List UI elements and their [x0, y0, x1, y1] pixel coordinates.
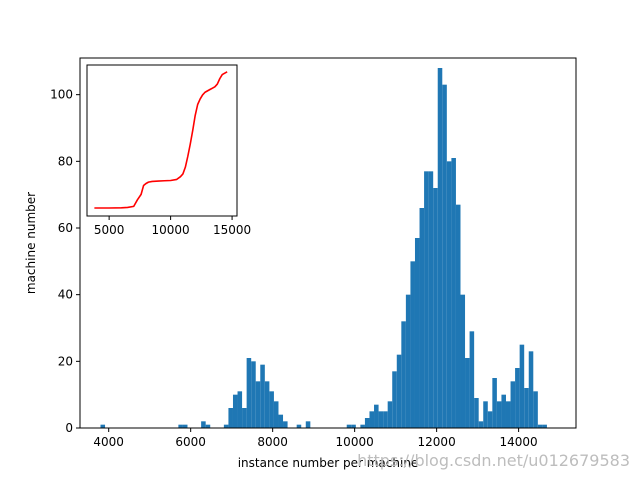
main-x-ticks: 4000 6000 8000 10000 12000 14000 [93, 428, 538, 449]
inset-x-tick-label: 15000 [213, 223, 251, 237]
histogram-bar [182, 424, 188, 428]
inset-cdf-chart: 5000 10000 15000 [86, 64, 251, 237]
histogram-bar [487, 411, 493, 428]
histogram-bar [201, 421, 206, 428]
histogram-bar [273, 401, 279, 428]
histogram-bar [428, 171, 434, 428]
histogram-bar [364, 418, 370, 428]
histogram-bar [346, 424, 352, 428]
x-tick-label: 4000 [93, 435, 124, 449]
histogram-bar [537, 424, 543, 428]
watermark: https://blog.csdn.net/u012679583 [357, 451, 630, 470]
histogram-bar [533, 391, 538, 428]
histogram-bar [424, 171, 429, 428]
histogram-bar [387, 401, 393, 428]
histogram-bar [228, 408, 233, 428]
histogram-bar [264, 381, 270, 428]
histogram-bar [269, 391, 274, 428]
histogram-bar [255, 381, 261, 428]
histogram-bar [410, 261, 415, 428]
x-tick-label: 8000 [257, 435, 288, 449]
histogram-bar [383, 411, 388, 428]
histogram-bar [237, 391, 243, 428]
inset-cdf-line [94, 71, 228, 209]
histogram-bar [242, 408, 247, 428]
histogram-bar [414, 238, 420, 428]
histogram-bar [542, 424, 547, 428]
histogram-bar [442, 84, 447, 429]
inset-background [87, 65, 237, 216]
histogram-bar [305, 421, 311, 428]
histogram-bar [455, 204, 461, 428]
histogram-bar [392, 371, 397, 428]
histogram-bar [246, 358, 252, 428]
histogram-bar [478, 421, 484, 428]
y-tick-label: 0 [65, 421, 73, 435]
x-tick-label: 6000 [175, 435, 206, 449]
histogram-bar [223, 424, 229, 428]
inset-axes-frame [86, 64, 238, 217]
histogram-bar [100, 424, 106, 428]
histogram-bar [360, 424, 365, 428]
x-axis-label: instance number per machine [238, 456, 419, 470]
main-y-ticks: 0 20 40 60 80 100 [50, 88, 80, 435]
histogram-bar [446, 161, 452, 428]
y-tick-label: 40 [58, 288, 73, 302]
x-tick-label: 14000 [500, 435, 538, 449]
y-tick-label: 60 [58, 221, 73, 235]
histogram-bar [260, 364, 265, 428]
histogram-bar [528, 351, 534, 428]
histogram-bar [351, 424, 356, 428]
histogram-bar [405, 294, 411, 428]
histogram-bar [451, 158, 456, 428]
histogram-bar [433, 188, 438, 428]
histogram-bar [369, 411, 375, 428]
histogram-bar [178, 424, 183, 428]
histogram-bar [524, 388, 529, 428]
main-axes-frame [79, 57, 577, 429]
histogram-bar [501, 394, 506, 428]
histogram-bar [496, 401, 502, 428]
inset-x-tick-label: 10000 [152, 223, 190, 237]
histogram-bar [396, 354, 402, 428]
y-tick-label: 20 [58, 354, 73, 368]
y-axis-label: machine number [24, 192, 38, 294]
histogram-bar [474, 398, 479, 428]
histogram-bar [492, 378, 497, 428]
histogram-bar [465, 358, 470, 428]
y-tick-label: 80 [58, 154, 73, 168]
inset-x-tick-label: 5000 [94, 223, 125, 237]
histogram-bar [510, 381, 516, 428]
histogram-bar [251, 361, 256, 428]
x-tick-label: 10000 [336, 435, 374, 449]
histogram-bar [437, 68, 443, 428]
histogram-bar [283, 421, 288, 428]
histogram-bar [515, 368, 520, 428]
histogram-bar [419, 208, 425, 428]
histogram-bar [505, 401, 511, 428]
main-histogram-chart: 4000 6000 8000 10000 12000 14000 0 20 40 60 80 100… [24, 57, 577, 470]
histogram-bar [483, 401, 488, 428]
histogram-bar [296, 424, 302, 428]
main-bars [100, 68, 547, 429]
histogram-bar [460, 294, 466, 428]
histogram-bar [401, 321, 406, 428]
histogram-bar [519, 344, 525, 428]
histogram-bar [232, 394, 238, 428]
inset-x-ticks: 5000 10000 15000 [94, 216, 251, 237]
histogram-bar [469, 331, 475, 428]
y-tick-label: 100 [50, 88, 73, 102]
x-tick-label: 12000 [418, 435, 456, 449]
histogram-bar [205, 424, 211, 428]
histogram-bar [278, 414, 284, 428]
histogram-bar [374, 404, 379, 428]
histogram-bar [378, 411, 384, 428]
